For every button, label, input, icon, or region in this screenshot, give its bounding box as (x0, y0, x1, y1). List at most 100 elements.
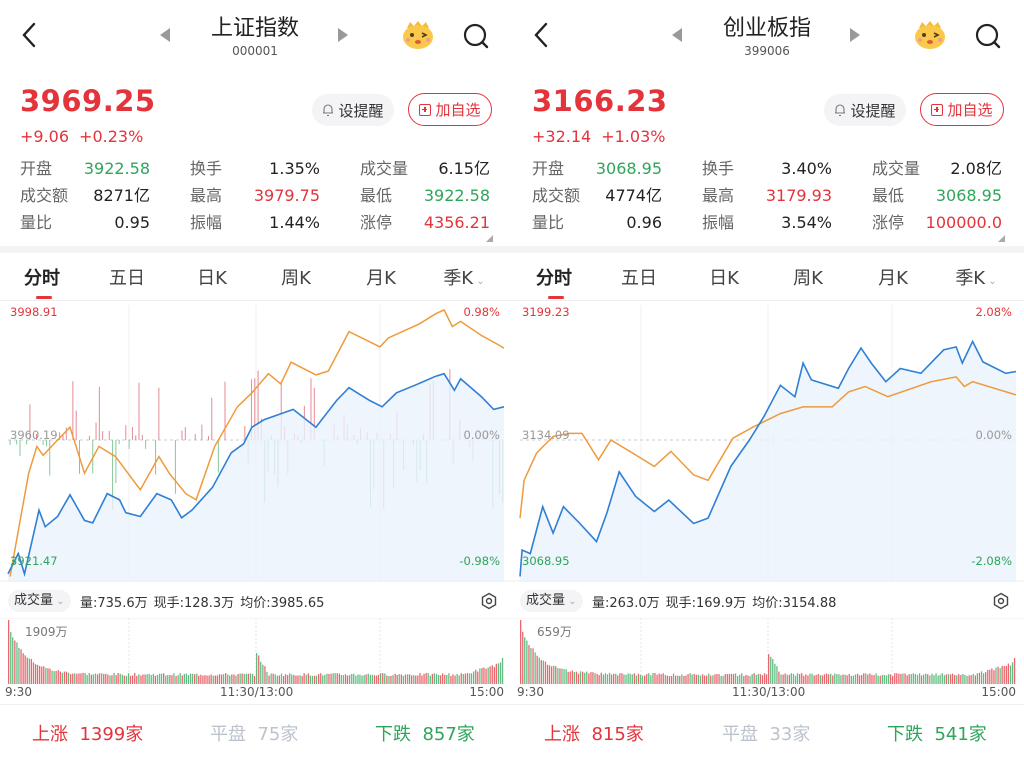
volume-bar (493, 666, 495, 684)
indicator-selector[interactable]: 成交量 ⌄ (520, 590, 583, 612)
tab-daily-k[interactable]: 日K (197, 268, 227, 289)
volume-bar (404, 674, 407, 684)
volume-bar (619, 673, 621, 684)
volume-bar (313, 675, 316, 684)
volume-bar (156, 675, 159, 684)
volume-bar (307, 673, 309, 684)
volume-bar (349, 675, 351, 684)
prev-index-icon[interactable] (160, 28, 170, 42)
volume-bar (563, 669, 565, 684)
volume-bar (179, 673, 181, 684)
add-watchlist-button[interactable]: 加自选 (920, 93, 1004, 126)
settings-icon[interactable] (480, 592, 498, 610)
stat-value: 3068.95 (595, 159, 662, 178)
volume-bar (330, 673, 332, 684)
volume-bar (63, 671, 66, 684)
indicator-selector[interactable]: 成交量 ⌄ (8, 590, 71, 612)
intraday-chart[interactable] (512, 305, 1024, 582)
change-percent: +1.03% (601, 127, 666, 146)
stat-label: 成交额 (532, 186, 581, 205)
back-icon[interactable] (530, 20, 554, 50)
volume-bar (483, 667, 485, 684)
add-watchlist-button[interactable]: 加自选 (408, 93, 492, 126)
next-index-icon[interactable] (338, 28, 348, 42)
tab-weekly-k[interactable]: 周K (281, 268, 311, 289)
tab-monthly-k[interactable]: 月K (366, 268, 396, 289)
volume-bar (448, 673, 450, 684)
volume-bar (982, 673, 985, 684)
volume-bar (336, 673, 338, 684)
volume-bar (594, 673, 596, 684)
volume-bar (123, 675, 125, 684)
tab-intraday[interactable]: 分时 (24, 268, 60, 289)
mascot-icon[interactable] (913, 20, 947, 50)
expand-corner-icon[interactable] (998, 235, 1005, 242)
stat-value: 3179.93 (765, 186, 832, 205)
volume-bar (326, 673, 328, 684)
volume-bar (528, 645, 530, 684)
tab-quarterly-k[interactable]: 季K ⌄ (434, 264, 494, 290)
volume-bar (885, 675, 888, 684)
tab-daily-k[interactable]: 日K (709, 268, 739, 289)
volume-bar (906, 675, 908, 684)
volume-bar (311, 675, 314, 684)
index-title: 上证指数 (210, 16, 299, 41)
volume-bar (931, 673, 933, 684)
expand-corner-icon[interactable] (486, 235, 493, 242)
intraday-chart[interactable] (0, 305, 512, 582)
stat-label: 最高 (190, 186, 223, 205)
next-index-icon[interactable] (850, 28, 860, 42)
volume-bar (458, 675, 460, 684)
stat-value: 4774亿 (605, 186, 662, 205)
tab-five-day[interactable]: 五日 (109, 268, 145, 289)
stat-label: 开盘 (20, 159, 53, 178)
average-price: 均价:3985.65 (240, 596, 325, 611)
volume-bar (532, 648, 534, 684)
volume-bar (869, 673, 871, 684)
volume-bar (239, 673, 241, 684)
volume-bar (989, 669, 991, 684)
volume-bar (1013, 658, 1016, 684)
volume-bar (423, 673, 425, 684)
volume-chart[interactable] (0, 618, 512, 686)
volume-bar (121, 674, 123, 684)
volume-bar (47, 668, 49, 684)
tab-monthly-k[interactable]: 月K (878, 268, 908, 289)
back-icon[interactable] (18, 20, 42, 50)
volume-bar (689, 673, 691, 684)
volume-bar (598, 675, 600, 684)
volume-bar (586, 671, 588, 684)
volume-bar (388, 676, 390, 684)
mascot-icon[interactable] (401, 20, 435, 50)
volume-bar (411, 675, 413, 684)
volume-bar (747, 675, 749, 684)
advancers: 上涨 1399家 (32, 720, 143, 746)
tab-five-day[interactable]: 五日 (621, 268, 657, 289)
volume-bar (751, 674, 753, 684)
volume-bar (573, 672, 575, 684)
tab-quarterly-k[interactable]: 季K ⌄ (946, 264, 1006, 290)
volume-bar (237, 674, 239, 684)
set-reminder-button[interactable]: 设提醒 (312, 94, 394, 126)
price-area-fill (8, 373, 504, 582)
volume-bar (732, 674, 735, 684)
volume-bar (722, 675, 724, 684)
volume-bar (84, 673, 86, 684)
volume-bar (421, 675, 423, 684)
volume-bar (127, 673, 130, 684)
axis-top-pct: 2.08% (975, 305, 1012, 319)
prev-index-icon[interactable] (672, 28, 682, 42)
volume-bar (755, 675, 757, 684)
search-icon[interactable] (462, 22, 490, 50)
tab-weekly-k[interactable]: 周K (793, 268, 823, 289)
tab-intraday[interactable]: 分时 (536, 268, 572, 289)
volume-bar (662, 673, 664, 684)
volume-chart[interactable] (512, 618, 1024, 686)
set-reminder-button[interactable]: 设提醒 (824, 94, 906, 126)
volume-bar (109, 675, 111, 684)
search-icon[interactable] (974, 22, 1002, 50)
volume-bar (266, 671, 268, 684)
volume-bar (253, 676, 256, 684)
settings-icon[interactable] (992, 592, 1010, 610)
unchanged-count: 33家 (769, 724, 811, 745)
